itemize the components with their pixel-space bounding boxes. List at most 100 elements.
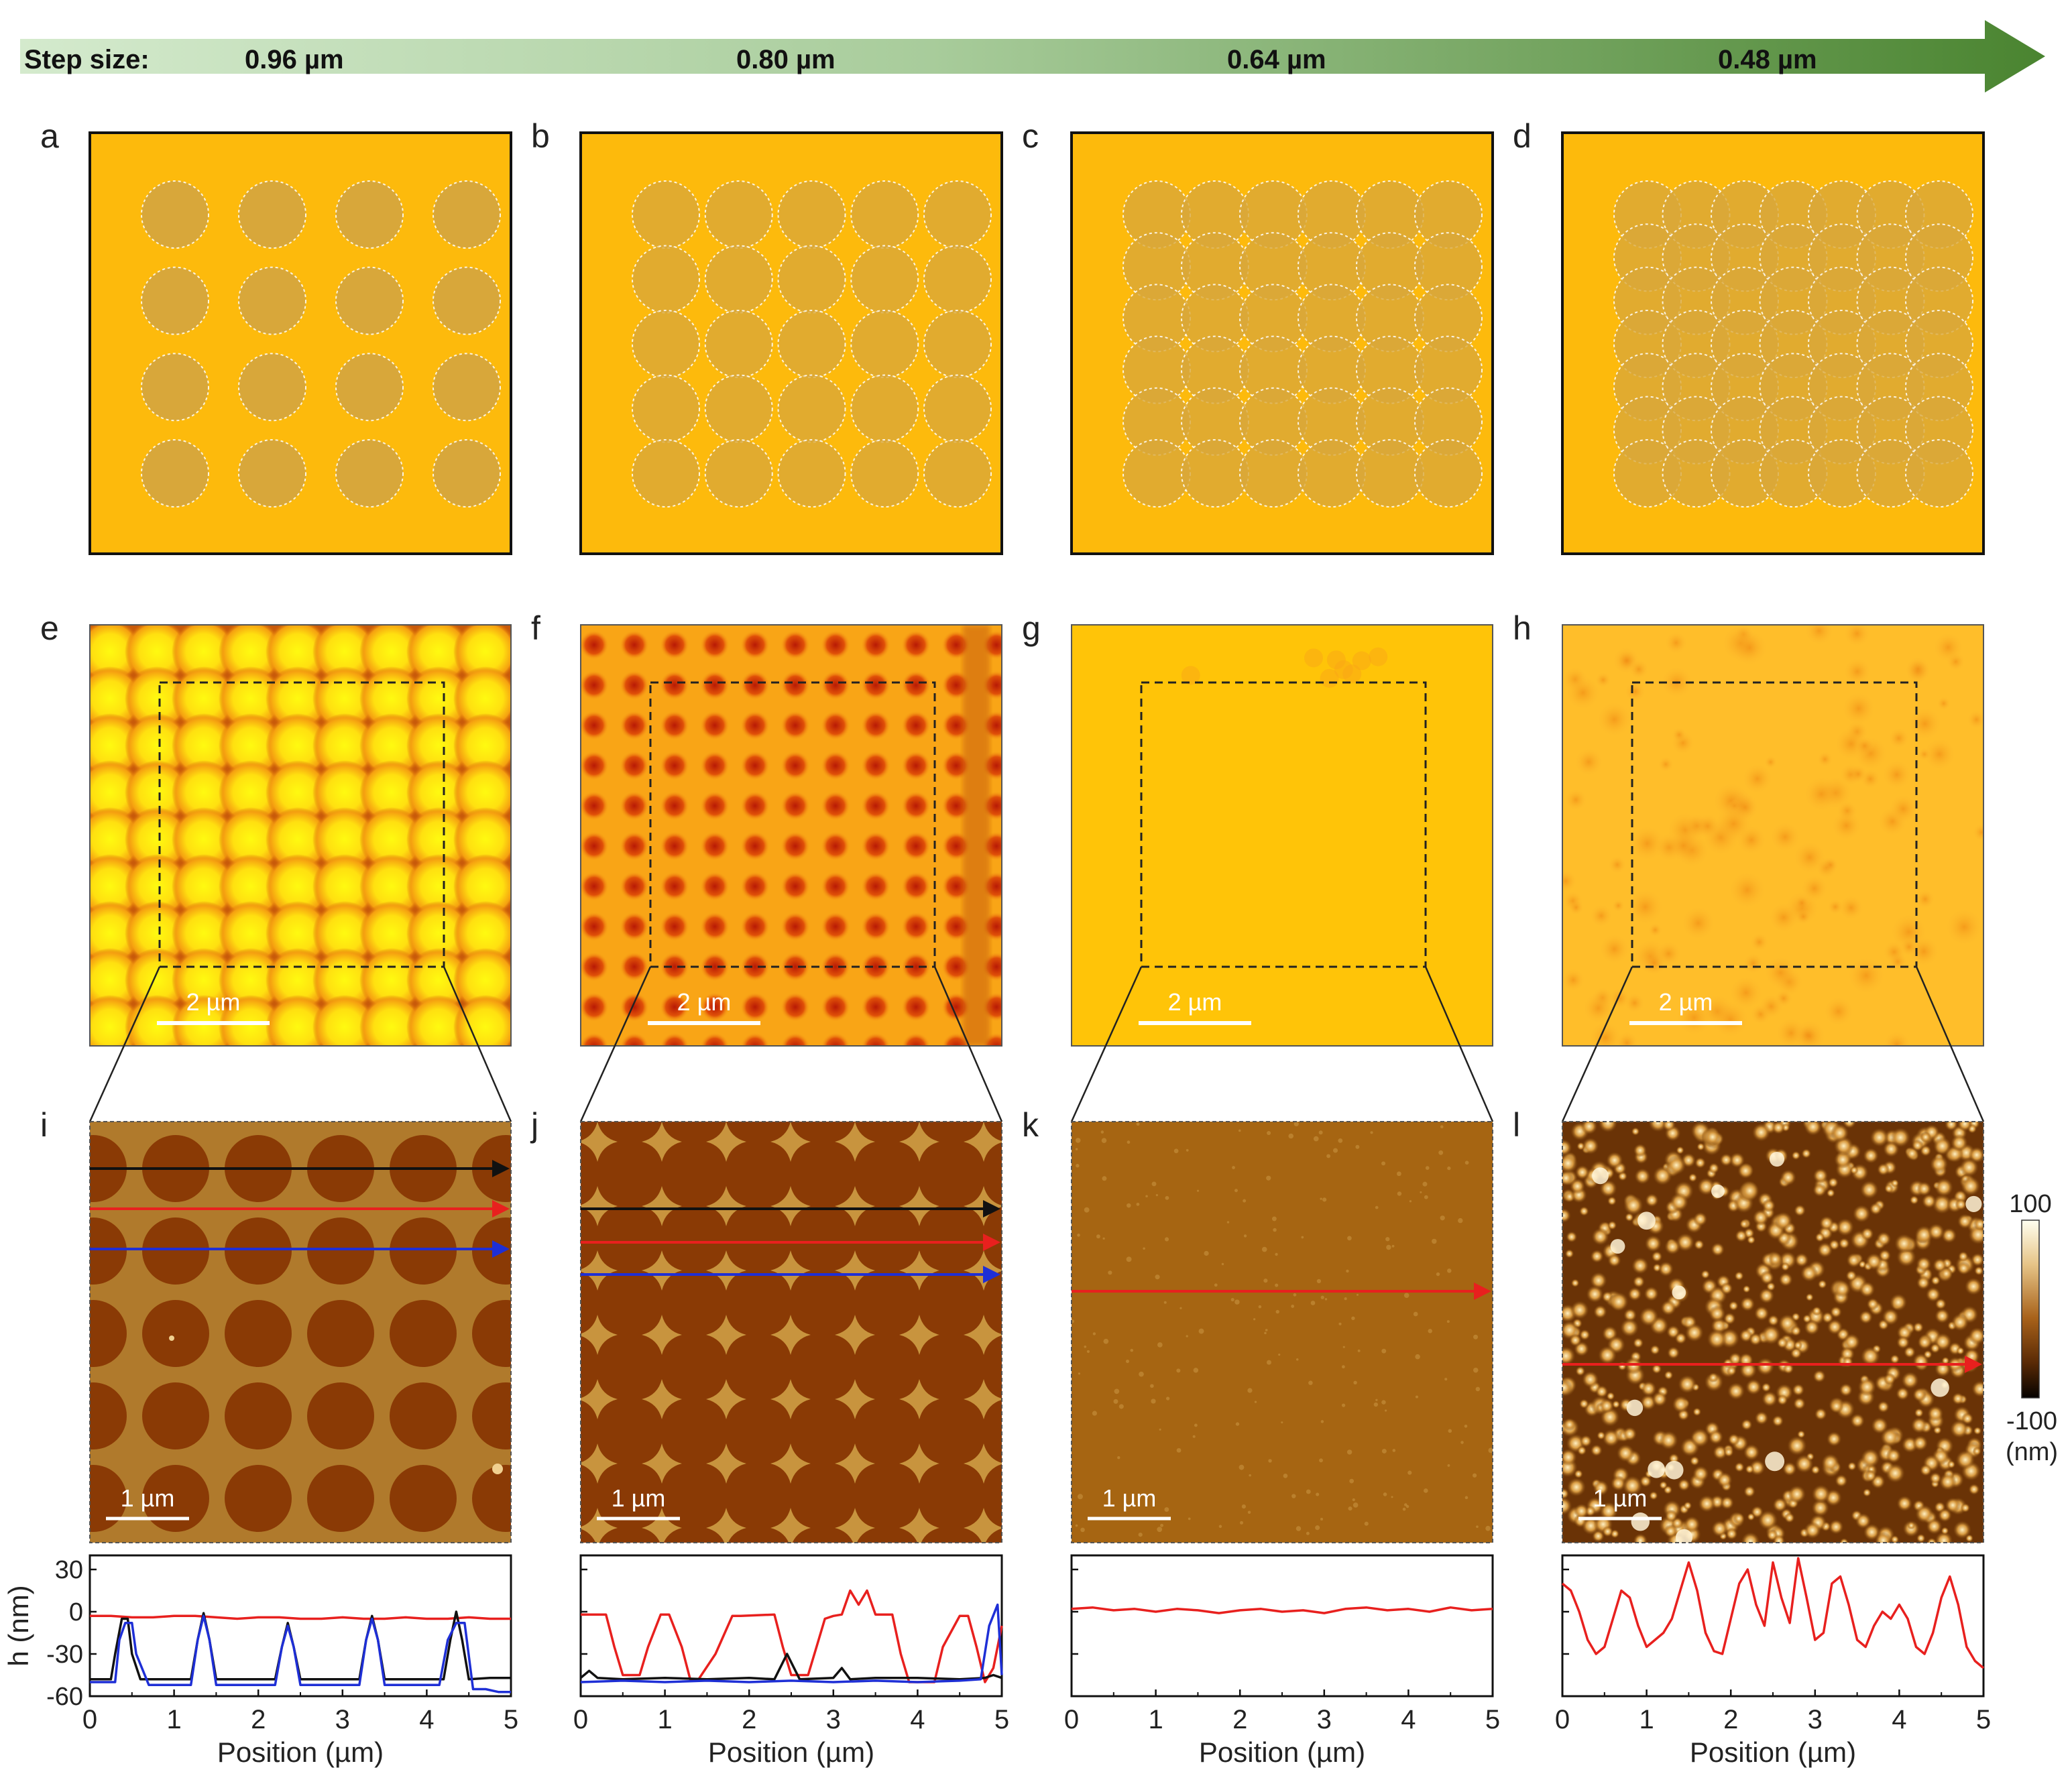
x-tick-label: 5: [994, 1705, 1009, 1734]
afm-grain: [1247, 1388, 1253, 1393]
afm-grain: [1865, 1252, 1883, 1270]
exposure-spot: [850, 245, 919, 314]
afm-grain: [1392, 1449, 1396, 1452]
afm-grain: [1447, 1166, 1451, 1171]
map-spot: [1598, 933, 1631, 965]
exposure-spot: [632, 374, 700, 443]
zoom-line-left: [579, 966, 652, 1122]
colorbar-unit-label: (nm): [2006, 1438, 2058, 1466]
map-spot: [1904, 656, 1931, 682]
map-spot: [1611, 898, 1625, 912]
map-dot: [359, 901, 424, 965]
panel-letter-h: h: [1513, 609, 1532, 647]
map-spot: [1914, 888, 1936, 910]
afm-grain: [1782, 1462, 1797, 1476]
map-border: [89, 624, 512, 1047]
profile-arrow-head: [492, 1200, 510, 1217]
afm-grain: [1218, 1525, 1222, 1529]
afm-grain: [1623, 1195, 1644, 1215]
afm-image: [1072, 1122, 1493, 1543]
afm-grain: [1896, 1386, 1910, 1401]
map-pit: [821, 670, 850, 700]
afm-hole: [307, 1300, 374, 1367]
profile-arrow-head: [1474, 1283, 1491, 1300]
afm-star: [581, 1379, 618, 1419]
map-dot: [312, 807, 377, 872]
afm-grain: [1458, 1217, 1463, 1224]
map-dot: [172, 854, 236, 918]
afm-star: [835, 1122, 875, 1162]
afm-grain: [1644, 1286, 1659, 1301]
afm-grain: [1941, 1527, 1949, 1535]
afm-grain: [1811, 1484, 1831, 1504]
map-pit: [620, 711, 649, 740]
afm-star: [964, 1122, 1002, 1162]
afm-grain: [1322, 1197, 1327, 1202]
afm-grain: [1622, 1427, 1637, 1441]
map-dot: [312, 625, 377, 684]
afm-bright-grain: [1626, 1399, 1644, 1417]
afm-grain: [1077, 1234, 1080, 1237]
afm-grain: [1086, 1350, 1090, 1353]
afm-grain: [1432, 1238, 1437, 1244]
zoom-line-left: [1070, 966, 1143, 1122]
x-tick-label: 0: [82, 1705, 97, 1734]
zoom-line-right: [443, 966, 512, 1122]
afm-grain: [1473, 1367, 1479, 1373]
afm-hole: [307, 1217, 374, 1285]
afm-grain: [1914, 1408, 1924, 1418]
afm-grain: [1346, 1269, 1349, 1273]
afm-grain: [1275, 1283, 1279, 1287]
afm-grain: [1828, 1519, 1844, 1535]
afm-grain: [1261, 1246, 1267, 1252]
exposure-spot: [632, 439, 700, 508]
afm-hole: [225, 1382, 292, 1449]
afm-star: [642, 1508, 682, 1543]
map-pit: [861, 831, 890, 861]
afm-star: [706, 1186, 746, 1226]
afm-bright-grain: [1592, 1167, 1609, 1185]
afm-grain: [1355, 1144, 1360, 1149]
afm-grain: [1662, 1122, 1676, 1132]
map-pit: [901, 872, 931, 901]
map-spot: [1837, 894, 1865, 921]
step-size-c: 0.64 µm: [1227, 45, 1326, 74]
afm-bright-grain: [1637, 1211, 1656, 1230]
afm-grain: [1271, 1216, 1277, 1222]
profile-chart-i: 0 1 2 3 4 5 30 0 -30 -60 Position (µm) h (nm): [3, 1554, 518, 1768]
afm-grain: [1667, 1346, 1680, 1360]
profile-arrow-head: [983, 1234, 1000, 1251]
afm-grain: [1804, 1521, 1821, 1539]
afm-grain: [1344, 1297, 1347, 1301]
afm-grain: [1843, 1333, 1861, 1351]
map-spot: [1626, 888, 1665, 927]
afm-grain: [1734, 1462, 1745, 1472]
exposure-spot: [1414, 232, 1483, 301]
afm-grain: [1751, 1123, 1771, 1142]
afm-grain: [1810, 1465, 1821, 1475]
map-dot: [219, 854, 283, 918]
map-pit: [861, 751, 890, 780]
afm-grain: [1919, 1464, 1933, 1476]
afm-grain: [1578, 1399, 1589, 1409]
map-spot: [1666, 829, 1701, 862]
profile-arrow-head: [983, 1200, 1000, 1217]
afm-grain: [1193, 1368, 1199, 1373]
afm-grain: [1701, 1269, 1711, 1279]
afm-grain: [1945, 1497, 1961, 1513]
afm-grain: [1889, 1293, 1908, 1311]
map-spot: [1827, 898, 1844, 916]
map-spot: [1888, 793, 1919, 825]
map-pit: [781, 751, 810, 780]
map-pit: [620, 791, 649, 821]
afm-grain: [1725, 1527, 1738, 1540]
profile-chart-k: 0 1 2 3 4 5 Position (µm): [1064, 1554, 1500, 1768]
afm-grain: [1247, 1510, 1251, 1514]
step-size-d: 0.48 µm: [1718, 45, 1817, 74]
afm-grain: [1234, 1189, 1238, 1193]
map-border: [1562, 624, 1984, 1047]
y-tick-label: 30: [55, 1556, 83, 1584]
map-pit: [660, 992, 689, 1022]
afm-grain: [1761, 1325, 1781, 1345]
afm-grain: [1845, 1270, 1857, 1282]
